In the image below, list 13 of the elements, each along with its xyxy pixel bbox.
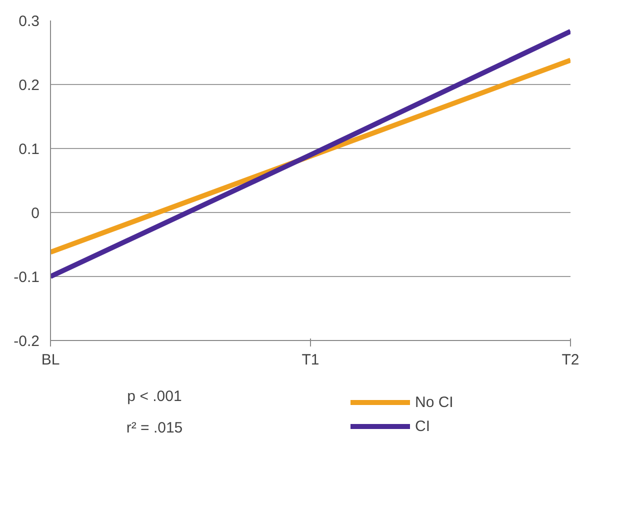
y-tick-label: -0.2 <box>14 333 40 350</box>
text: r² = .015 <box>126 420 183 437</box>
x-tick-label: T1 <box>302 352 320 368</box>
y-tick-label: 0.2 <box>18 77 40 94</box>
y-tick-label: 0.3 <box>18 13 40 30</box>
y-tick-label: 0.1 <box>18 141 40 158</box>
x-tick-label: T2 <box>562 352 580 368</box>
legend-label: No CI <box>415 394 454 410</box>
y-tick-label: 0 <box>31 205 40 222</box>
text: p < .001 <box>127 388 182 406</box>
legend-label: CI <box>415 418 431 434</box>
y-tick-label: -0.1 <box>14 269 40 286</box>
x-tick-label: BL <box>41 352 60 368</box>
